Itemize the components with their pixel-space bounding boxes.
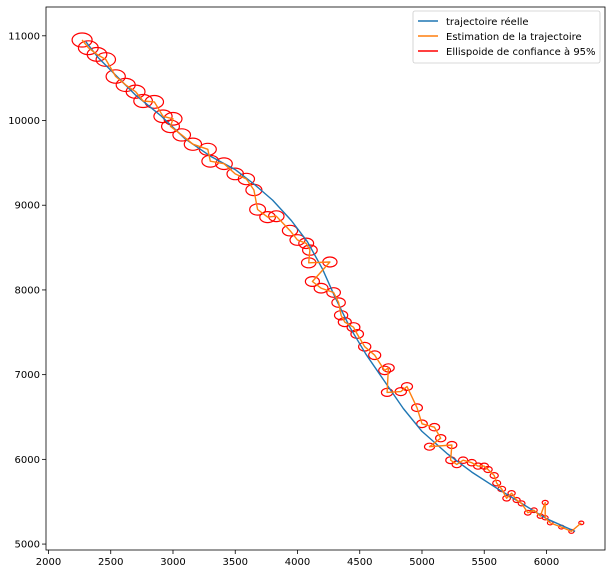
confidence-ellipse: [346, 322, 361, 333]
confidence-ellipse: [368, 350, 382, 361]
x-tick-label: 5000: [409, 557, 434, 568]
y-tick-label: 11000: [8, 31, 40, 42]
confidence-ellipse: [259, 211, 277, 224]
y-tick-label: 6000: [15, 455, 40, 466]
legend-box: [412, 10, 601, 64]
confidence-ellipse: [289, 234, 306, 246]
confidence-ellipse: [326, 287, 342, 298]
confidence-ellipse: [400, 382, 414, 392]
axes-frame: [45, 6, 606, 551]
confidence-ellipse: [133, 93, 154, 109]
confidence-ellipse: [249, 203, 267, 216]
x-tick-label: 4500: [347, 557, 372, 568]
legend-label-estimate: Estimation de la trajectoire: [446, 32, 582, 43]
x-axis: 2000 2500 3000 3500 4000 4500 5000 5500 6000: [36, 550, 559, 568]
confidence-ellipse: [435, 434, 447, 443]
confidence-ellipse: [105, 69, 126, 84]
confidence-ellipse: [281, 224, 299, 237]
x-tick-label: 3500: [223, 557, 248, 568]
confidence-ellipse: [517, 500, 526, 507]
x-tick-label: 2500: [98, 557, 123, 568]
confidence-ellipse: [172, 128, 192, 142]
series-layer: [81, 39, 582, 533]
confidence-ellipse: [304, 276, 320, 288]
confidence-ellipse: [183, 137, 203, 151]
confidence-ellipse: [457, 456, 469, 465]
y-tick-label: 10000: [8, 116, 40, 127]
confidence-ellipse: [95, 52, 117, 67]
y-tick-label: 8000: [15, 285, 40, 296]
confidence-ellipse: [466, 458, 477, 467]
confidence-ellipse: [507, 490, 516, 497]
y-tick-label: 7000: [15, 370, 40, 381]
legend-label-ellipse: Ellispoide de confiance à 95%: [446, 46, 596, 58]
confidence-ellipse: [378, 365, 392, 376]
confidence-ellipse: [71, 32, 93, 48]
series-line-0: [85, 41, 576, 533]
x-tick-label: 2000: [36, 557, 61, 568]
y-axis: 5000 6000 7000 8000 9000 10000 11000: [8, 31, 46, 551]
confidence-ellipse: [144, 94, 165, 109]
x-tick-label: 5500: [472, 557, 497, 568]
confidence-ellipse: [298, 237, 315, 250]
confidence-ellipse: [578, 520, 585, 526]
confidence-ellipse: [492, 479, 502, 487]
confidence-ellipse: [153, 109, 173, 124]
legend-label-real: trajectoire réelle: [446, 16, 529, 28]
legend: trajectoire réelle Estimation de la traj…: [412, 10, 601, 64]
confidence-ellipse: [489, 472, 499, 480]
confidence-ellipse: [416, 419, 428, 429]
y-tick-label: 5000: [15, 540, 40, 551]
confidence-ellipse: [523, 509, 532, 516]
confidence-ellipse: [411, 403, 424, 413]
series-line-1: [81, 39, 582, 533]
confidence-ellipse: [530, 507, 538, 514]
confidence-ellipse: [512, 496, 521, 504]
confidence-ellipse: [215, 157, 233, 171]
confidence-ellipse: [428, 422, 441, 432]
confidence-ellipse: [77, 40, 99, 56]
confidence-ellipse: [267, 210, 285, 223]
confidence-ellipse: [115, 77, 136, 93]
confidence-ellipse: [226, 167, 244, 181]
y-tick-label: 9000: [15, 201, 40, 212]
confidence-ellipse: [502, 494, 512, 502]
confidence-ellipse: [313, 282, 329, 294]
x-tick-label: 3000: [160, 557, 185, 568]
confidence-ellipse: [331, 297, 346, 308]
x-tick-label: 6000: [534, 557, 559, 568]
x-tick-label: 4000: [285, 557, 310, 568]
